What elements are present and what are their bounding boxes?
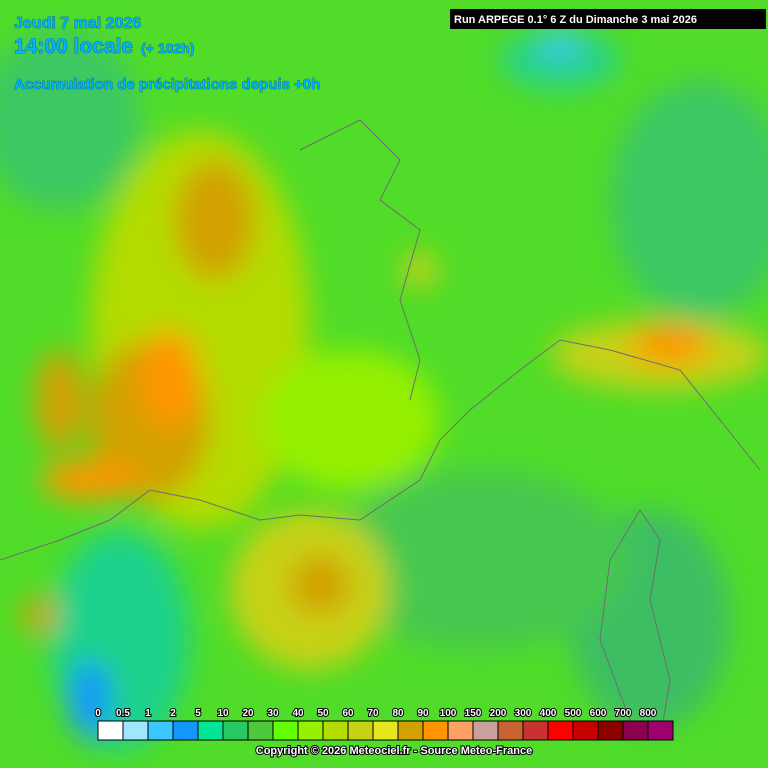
legend-label: 10 xyxy=(217,708,229,719)
legend-label: 2 xyxy=(170,708,176,719)
legend-swatch xyxy=(447,720,474,741)
legend-swatch xyxy=(622,720,649,741)
legend-label: 300 xyxy=(515,708,532,719)
legend-swatch xyxy=(122,720,149,741)
legend-label: 40 xyxy=(292,708,304,719)
legend-label: 90 xyxy=(417,708,429,719)
legend-label: 60 xyxy=(342,708,354,719)
legend-label: 400 xyxy=(540,708,557,719)
legend-swatch xyxy=(347,720,374,741)
time: 14:00 locale (+ 102h) xyxy=(14,35,194,58)
date: Jeudi 7 mai 2026 xyxy=(14,15,141,32)
precipitation-field xyxy=(0,30,768,750)
legend-label: 50 xyxy=(317,708,329,719)
legend-label: 150 xyxy=(465,708,482,719)
legend-label: 100 xyxy=(440,708,457,719)
legend-label: 200 xyxy=(490,708,507,719)
legend-swatch xyxy=(547,720,574,741)
legend-label: 0 xyxy=(95,708,101,719)
legend-swatch xyxy=(497,720,524,741)
legend-swatch xyxy=(647,720,674,741)
legend: 0 0.5 1 2 5 10 20 30 40 50 60 70 80 90 100 150 200 300 400… xyxy=(94,707,674,741)
legend-label: 800 xyxy=(640,708,657,719)
legend-swatch xyxy=(222,720,249,741)
run-box xyxy=(450,9,766,29)
legend-swatch xyxy=(522,720,549,741)
legend-swatch xyxy=(572,720,599,741)
legend-swatch xyxy=(172,720,199,741)
run-info: Run ARPEGE 0.1° 6 Z du Dimanche 3 mai 20… xyxy=(454,14,697,26)
legend-swatch xyxy=(472,720,499,741)
legend-swatch xyxy=(297,720,324,741)
legend-label: 600 xyxy=(590,708,607,719)
legend-swatch xyxy=(147,720,174,741)
legend-swatch xyxy=(197,720,224,741)
time-text: 14:00 locale xyxy=(14,35,133,58)
subtitle: Accumulation de précipitations depuis +0… xyxy=(14,76,320,93)
legend-label: 30 xyxy=(267,708,279,719)
legend-swatch xyxy=(247,720,274,741)
legend-label: 5 xyxy=(195,708,201,719)
legend-swatch xyxy=(597,720,624,741)
legend-swatch xyxy=(372,720,399,741)
legend-label: 1 xyxy=(145,708,151,719)
legend-label: 70 xyxy=(367,708,379,719)
legend-swatch xyxy=(397,720,424,741)
legend-label: 80 xyxy=(392,708,404,719)
legend-label: 700 xyxy=(615,708,632,719)
lead-time: (+ 102h) xyxy=(141,40,194,56)
copyright: Copyright © 2026 Meteociel.fr - Source M… xyxy=(256,745,532,757)
legend-label: 0.5 xyxy=(116,708,130,719)
legend-swatch xyxy=(322,720,349,741)
legend-swatch xyxy=(422,720,449,741)
legend-label: 500 xyxy=(565,708,582,719)
legend-label: 20 xyxy=(242,708,254,719)
legend-swatch xyxy=(272,720,299,741)
legend-swatch xyxy=(97,720,124,741)
